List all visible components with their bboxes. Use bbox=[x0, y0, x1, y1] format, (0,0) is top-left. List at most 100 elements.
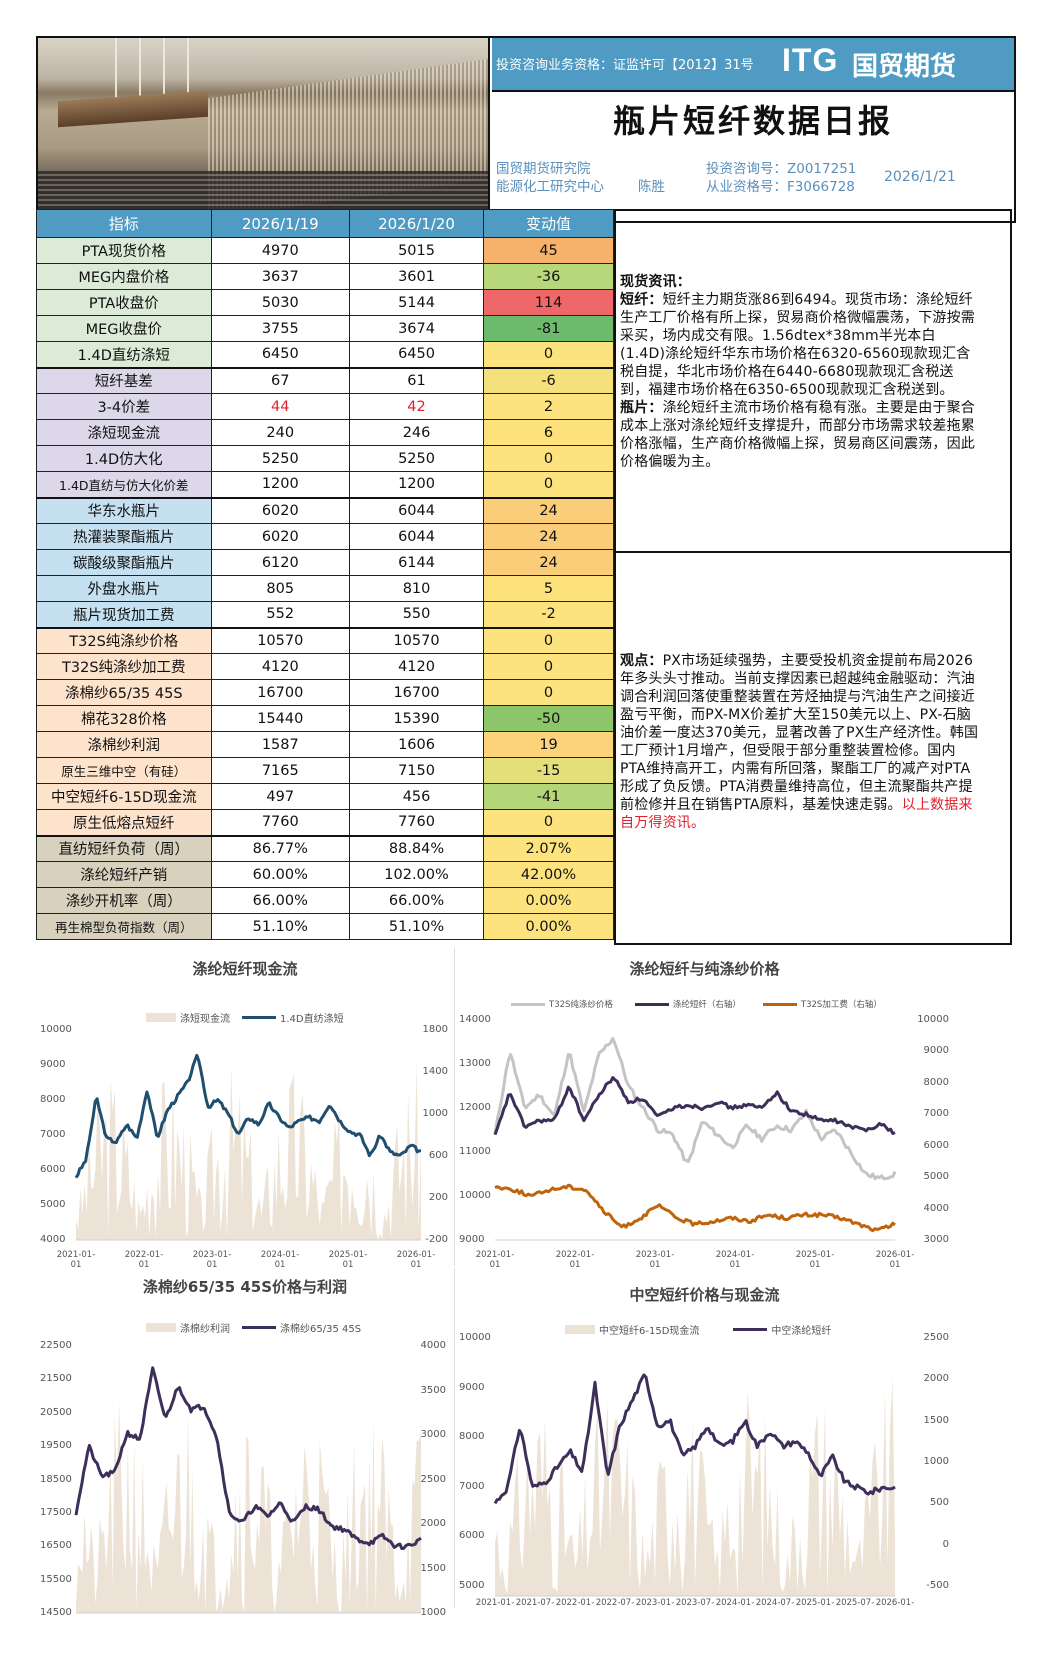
change-value: -2 bbox=[483, 601, 614, 629]
axis-tick: 2500 bbox=[420, 1473, 446, 1485]
date-value: 4970 bbox=[210, 237, 350, 264]
date-value: 7760 bbox=[210, 809, 350, 837]
area-series bbox=[76, 1402, 421, 1613]
x-axis-tick: 2021-01-01 bbox=[56, 1250, 96, 1270]
x-axis-tick: 2025-01- bbox=[795, 1598, 835, 1608]
table-header-row: 指标 2026/1/19 2026/1/20 变动值 bbox=[36, 209, 614, 238]
axis-tick: 15500 bbox=[40, 1573, 72, 1585]
view-text: PX市场延续强势，主要受投机资金提前布局2026年多头头寸推动。当前支撑因素已超… bbox=[620, 653, 979, 813]
legend-label: T32S加工费（右轴） bbox=[800, 1000, 882, 1010]
indicator-name: T32S纯涤纱加工费 bbox=[36, 653, 212, 680]
chart-legend: T32S纯涤纱价格 涤纶短纤（右轴） T32S加工费（右轴） bbox=[511, 998, 882, 1010]
axis-tick: 7000 bbox=[923, 1108, 949, 1120]
chart-title: 涤纶短纤现金流 bbox=[192, 960, 298, 978]
date-value: 5250 bbox=[210, 445, 350, 472]
axis-tick: 5000 bbox=[40, 1199, 66, 1210]
table-row: 碳酸级聚酯瓶片 6120 6144 24 bbox=[36, 549, 614, 576]
axis-tick: 1400 bbox=[422, 1066, 448, 1077]
axis-tick: 21500 bbox=[40, 1373, 72, 1385]
axis-tick: 8000 bbox=[40, 1094, 66, 1105]
change-value: 2 bbox=[483, 393, 614, 420]
indicator-name: 再生棉型负荷指数（周） bbox=[36, 913, 212, 940]
indicator-name: MEG收盘价 bbox=[36, 315, 212, 342]
area-series bbox=[76, 1062, 421, 1240]
date-value: 246 bbox=[348, 419, 485, 446]
table-row: 3-4价差 44 42 2 bbox=[36, 393, 614, 420]
indicator-name: 1.4D直纺涤短 bbox=[36, 341, 212, 369]
consult-number: 投资咨询号：Z0017251 bbox=[706, 161, 857, 177]
indicator-name: 1.4D直纺与仿大化价差 bbox=[36, 471, 212, 499]
date-value: 5144 bbox=[348, 289, 485, 316]
x-axis-tick: 2021-07- bbox=[515, 1598, 555, 1608]
chart-plot-area bbox=[493, 1037, 897, 1241]
axis-tick: 4000 bbox=[923, 1202, 949, 1214]
date-value: 60.00% bbox=[210, 861, 350, 888]
axis-tick: 2500 bbox=[923, 1332, 949, 1343]
date-value: 810 bbox=[348, 575, 485, 602]
date-value: 102.00% bbox=[348, 861, 485, 888]
axis-tick: 10000 bbox=[917, 1014, 949, 1025]
change-value: 24 bbox=[483, 497, 614, 524]
legend-swatch-line bbox=[511, 1002, 545, 1006]
change-value: 0 bbox=[483, 341, 614, 369]
axis-tick: 10000 bbox=[459, 1332, 491, 1343]
legend-label: 涤短现金流 bbox=[180, 1014, 230, 1025]
date-value: 4120 bbox=[210, 653, 350, 680]
view-label: 观点： bbox=[620, 653, 663, 669]
line-series bbox=[493, 1373, 896, 1505]
x-axis-tick: 2026-01-01 bbox=[875, 1250, 915, 1270]
x-axis-tick: 2022-07- bbox=[595, 1598, 635, 1608]
change-value: 19 bbox=[483, 731, 614, 758]
chart-fiber-vs-yarn-price: 涤纶短纤与纯涤纱价格 T32S纯涤纱价格 涤纶短纤（右轴） T32S加工费（右轴… bbox=[454, 948, 954, 1270]
x-axis-tick: 2022-01-01 bbox=[124, 1250, 164, 1270]
date-value: 7165 bbox=[210, 757, 350, 784]
change-value: -6 bbox=[483, 367, 614, 394]
axis-tick: 4000 bbox=[40, 1234, 66, 1245]
legend-label: 1.4D直纺涤短 bbox=[280, 1014, 344, 1025]
axis-tick: 1000 bbox=[923, 1456, 949, 1467]
staple-fiber-text: 短纤主力期货涨86到6494。现货市场：涤纶短纤生产工厂价格有所上探，贸易商价格… bbox=[620, 292, 975, 398]
table-row: 1.4D直纺与仿大化价差 1200 1200 0 bbox=[36, 471, 614, 499]
table-row: 原生低熔点短纤 7760 7760 0 bbox=[36, 809, 614, 837]
indicator-name: 短纤基差 bbox=[36, 367, 212, 394]
table-row: T32S纯涤纱价格 10570 10570 0 bbox=[36, 627, 614, 654]
chart-plot-area bbox=[493, 1373, 896, 1597]
table-row: 1.4D仿大化 5250 5250 0 bbox=[36, 445, 614, 472]
date-value: 51.10% bbox=[348, 913, 485, 940]
indicator-name: 碳酸级聚酯瓶片 bbox=[36, 549, 212, 576]
axis-tick: 7000 bbox=[459, 1480, 485, 1492]
x-axis-tick: 2024-07- bbox=[755, 1598, 795, 1608]
analyst-credentials: 投资咨询号：Z0017251 从业资格号：F3066728 bbox=[706, 160, 856, 196]
axis-tick: 13000 bbox=[459, 1058, 491, 1069]
chart-legend: 中空短纤6-15D现金流 中空涤纶短纤 bbox=[565, 1322, 831, 1337]
axis-tick: 600 bbox=[428, 1150, 448, 1161]
axis-tick: -500 bbox=[926, 1580, 949, 1591]
table-row: MEG收盘价 3755 3674 -81 bbox=[36, 315, 614, 342]
table-row: 涤棉纱利润 1587 1606 19 bbox=[36, 731, 614, 758]
table-row: 棉花328价格 15440 15390 -50 bbox=[36, 705, 614, 732]
indicator-name: 棉花328价格 bbox=[36, 705, 212, 732]
date-value: 497 bbox=[210, 783, 350, 810]
axis-tick: 1500 bbox=[420, 1562, 446, 1574]
axis-tick: 5000 bbox=[923, 1171, 949, 1183]
date-value: 6450 bbox=[348, 341, 485, 369]
axis-tick: 1000 bbox=[422, 1108, 448, 1119]
date-value: 5015 bbox=[348, 237, 485, 264]
axis-tick: 9000 bbox=[40, 1059, 66, 1070]
axis-tick: 6000 bbox=[40, 1164, 66, 1175]
table-row: PTA收盘价 5030 5144 114 bbox=[36, 289, 614, 316]
chart-plot-area bbox=[74, 1053, 422, 1241]
date-value: 5250 bbox=[348, 445, 485, 472]
commentary-panel: 现货资讯： 短纤：短纤主力期货涨86到6494。现货市场：涤纶短纤生产工厂价格有… bbox=[614, 209, 1012, 945]
legend-swatch-area bbox=[565, 1325, 595, 1334]
indicator-name: 热灌装聚酯瓶片 bbox=[36, 523, 212, 550]
date-value: 16700 bbox=[348, 679, 485, 706]
legend-swatch-line bbox=[634, 1002, 669, 1006]
table-row: 涤纱开机率（周） 66.00% 66.00% 0.00% bbox=[36, 887, 614, 914]
col-indicator: 指标 bbox=[36, 209, 212, 238]
panel-divider bbox=[616, 551, 1010, 553]
date-value: 6450 bbox=[210, 341, 350, 369]
change-value: 0.00% bbox=[483, 887, 614, 914]
indicator-name: 3-4价差 bbox=[36, 393, 212, 420]
date-value: 61 bbox=[348, 367, 485, 394]
